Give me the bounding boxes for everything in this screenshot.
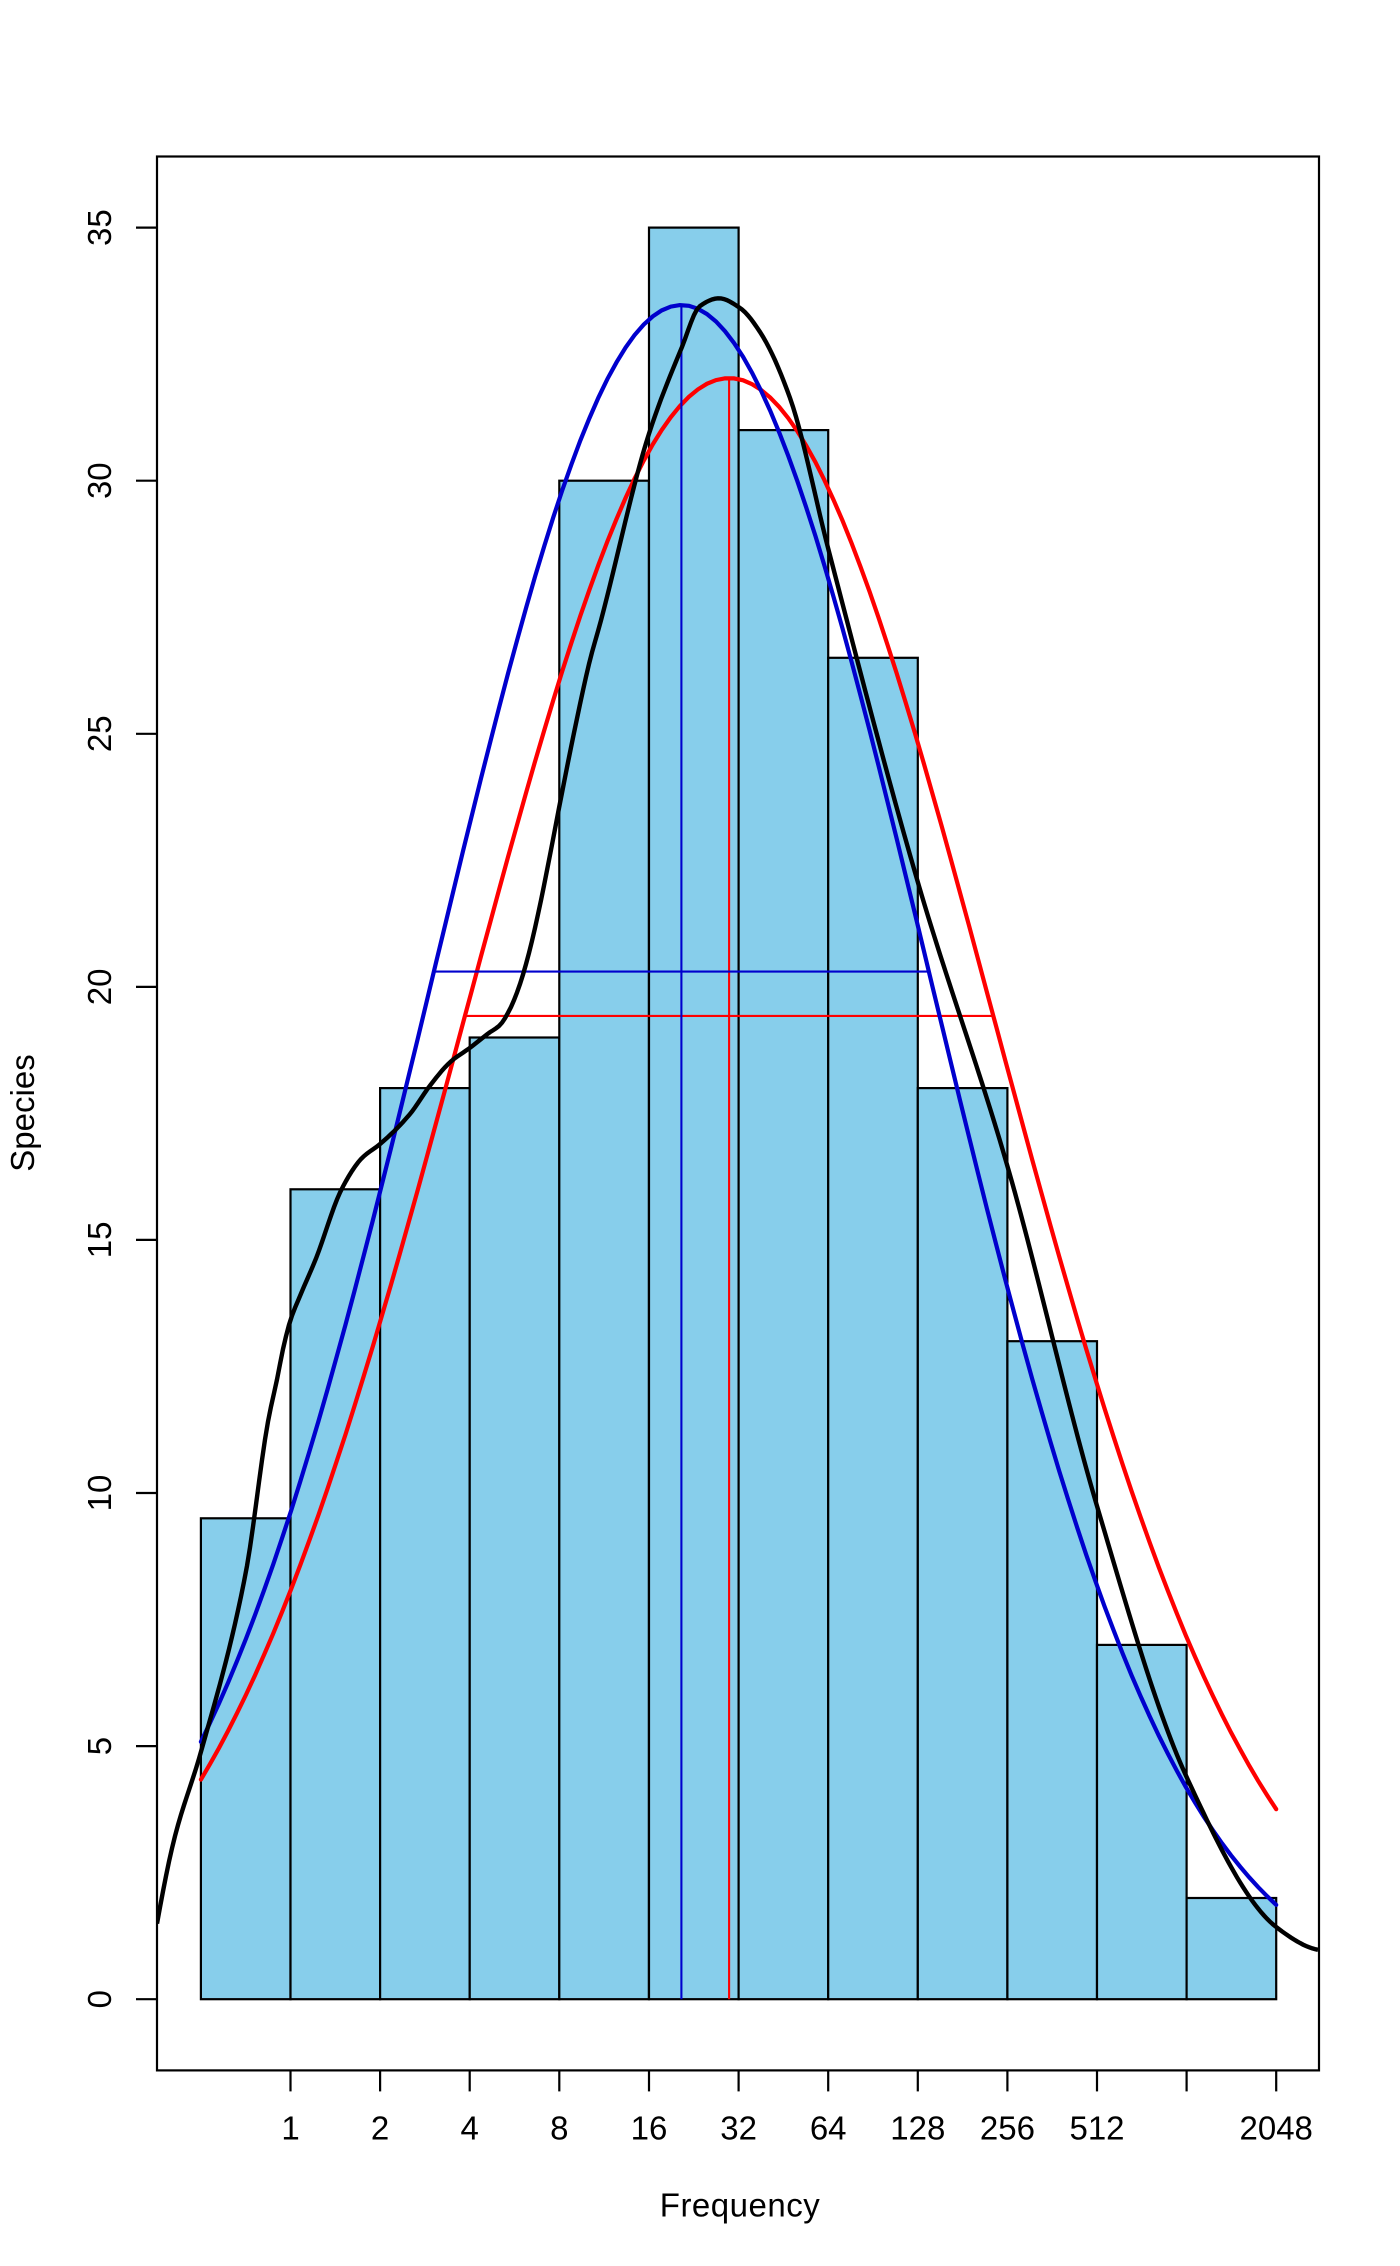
svg-text:20: 20 [81, 969, 118, 1006]
svg-text:2: 2 [371, 2109, 389, 2146]
svg-text:15: 15 [81, 1222, 118, 1259]
svg-text:2048: 2048 [1239, 2109, 1312, 2146]
svg-text:512: 512 [1069, 2109, 1124, 2146]
svg-text:8: 8 [550, 2109, 568, 2146]
svg-text:128: 128 [890, 2109, 945, 2146]
svg-text:4: 4 [461, 2109, 479, 2146]
svg-text:32: 32 [720, 2109, 757, 2146]
svg-text:10: 10 [81, 1475, 118, 1512]
svg-text:0: 0 [81, 1990, 118, 2008]
svg-text:256: 256 [980, 2109, 1035, 2146]
svg-text:30: 30 [81, 462, 118, 499]
svg-text:5: 5 [81, 1737, 118, 1755]
svg-text:35: 35 [81, 209, 118, 246]
svg-text:Frequency: Frequency [660, 2187, 820, 2224]
svg-text:64: 64 [810, 2109, 847, 2146]
svg-text:25: 25 [81, 715, 118, 752]
svg-text:Species: Species [4, 1054, 41, 1171]
svg-text:16: 16 [631, 2109, 668, 2146]
svg-text:1: 1 [281, 2109, 299, 2146]
